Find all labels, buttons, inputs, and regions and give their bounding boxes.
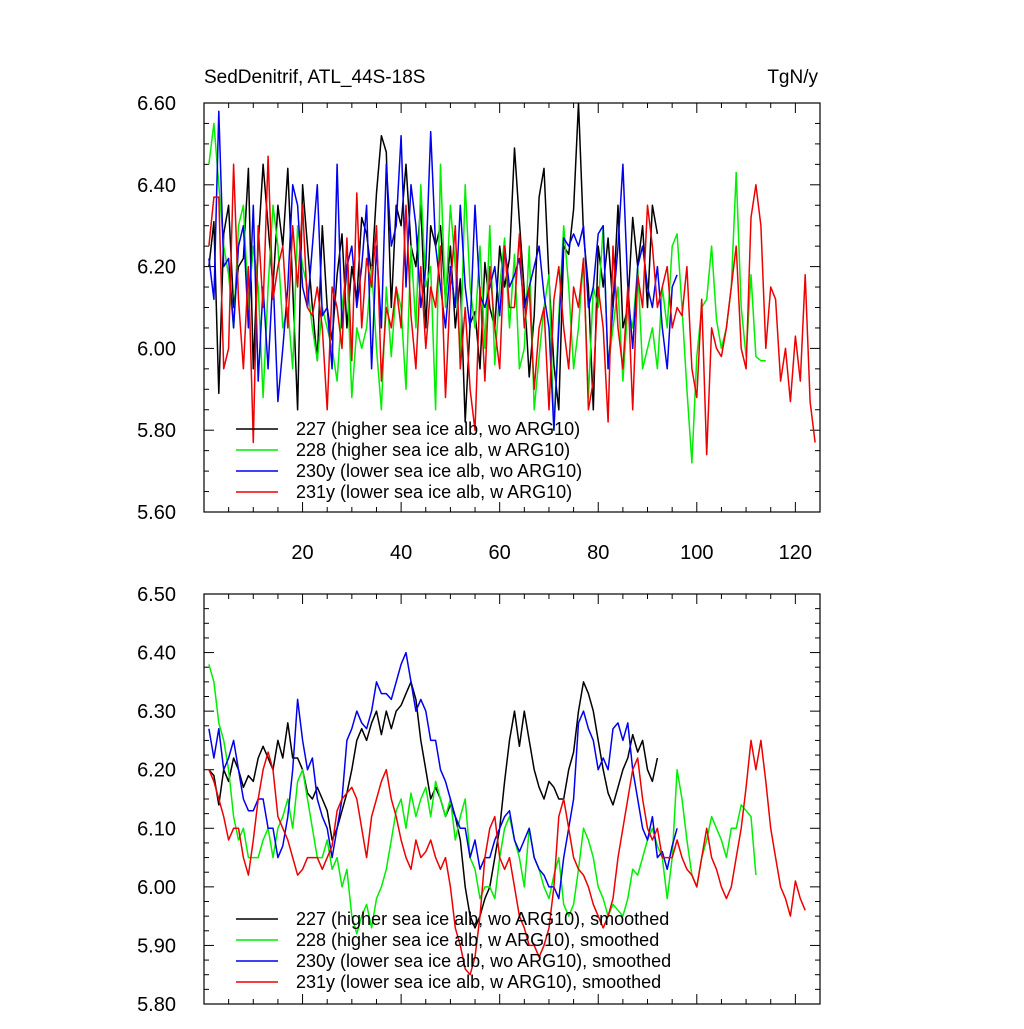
legend-label-230y: 230y (lower sea ice alb, wo ARG10), smoo…: [296, 951, 671, 971]
top-panel: 5.60 5.80 6.00 6.20 6.40 6.60 20 40 60 80 100 120 22…: [137, 93, 821, 564]
legend-label-228: 228 (higher sea ice alb, w ARG10), smoot…: [296, 930, 659, 950]
chart-title-left: SedDenitrif, ATL_44S-18S: [204, 67, 425, 88]
y-tick-label: 6.20: [137, 760, 176, 782]
x-tick-label: 60: [489, 542, 511, 564]
x-tick-label: 80: [587, 542, 609, 564]
y-tick-label: 6.40: [137, 643, 176, 665]
chart-title-right: TgN/y: [767, 67, 818, 88]
series-line-227: [208, 103, 659, 423]
legend-label-230y: 230y (lower sea ice alb, wo ARG10): [296, 461, 582, 481]
y-tick-label: 5.90: [137, 935, 176, 957]
y-tick-label: 6.10: [137, 818, 176, 840]
x-tick-label: 100: [680, 542, 713, 564]
x-tick-label: 20: [291, 542, 313, 564]
series-line-231y: [208, 739, 806, 976]
y-tick-label: 6.50: [137, 584, 176, 606]
y-tick-label: 6.30: [137, 701, 176, 723]
y-tick-label: 5.80: [137, 994, 176, 1016]
y-tick-label: 6.00: [137, 338, 176, 360]
series-line-227: [208, 681, 659, 929]
legend-label-227: 227 (higher sea ice alb, wo ARG10), smoo…: [296, 909, 669, 929]
x-tick-label: 120: [779, 542, 812, 564]
y-tick-label: 6.40: [137, 175, 176, 197]
y-tick-label: 5.60: [137, 502, 176, 524]
series-line-230y: [208, 651, 678, 900]
series-line-231y: [208, 155, 816, 456]
legend-label-227: 227 (higher sea ice alb, wo ARG10): [296, 419, 580, 439]
y-tick-label: 5.80: [137, 420, 176, 442]
y-tick-label: 6.60: [137, 93, 176, 115]
y-tick-label: 6.00: [137, 877, 176, 899]
bottom-panel: 5.80 5.90 6.00 6.10 6.20 6.30 6.40 6.50 227 (hig…: [137, 584, 821, 1016]
y-tick-label: 6.20: [137, 257, 176, 279]
legend-label-228: 228 (higher sea ice alb, w ARG10): [296, 440, 570, 460]
legend-label-231y: 231y (lower sea ice alb, w ARG10): [296, 482, 572, 502]
x-tick-label: 40: [390, 542, 412, 564]
series-line-228: [208, 122, 766, 464]
legend-label-231y: 231y (lower sea ice alb, w ARG10), smoot…: [296, 972, 661, 992]
